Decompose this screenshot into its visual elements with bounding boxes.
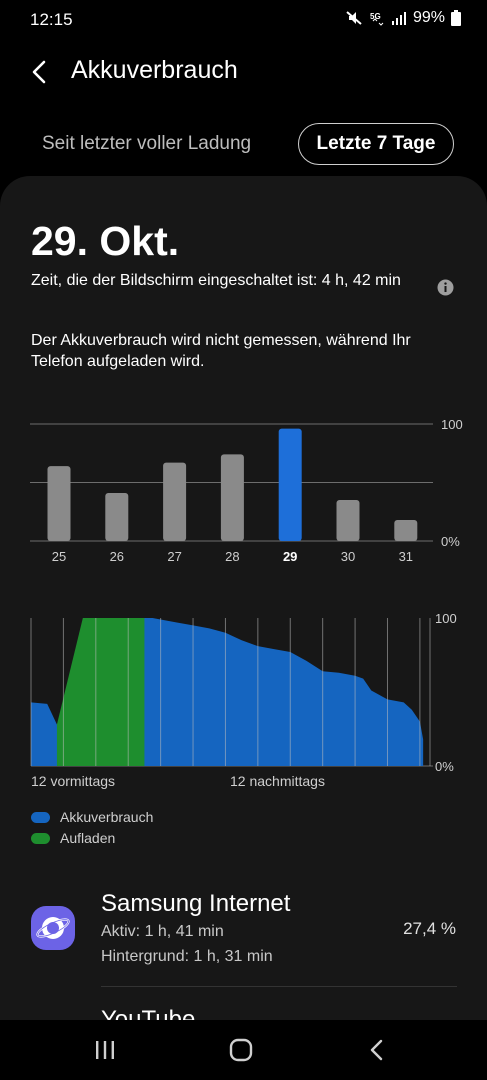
legend-usage: Akkuverbrauch <box>31 809 153 825</box>
back-arrow-icon <box>32 60 46 84</box>
back-icon <box>370 1039 383 1061</box>
tab-last-7-days[interactable]: Letzte 7 Tage <box>298 123 454 165</box>
bar-chart-y-tick-0: 0% <box>441 534 460 549</box>
signal-icon <box>391 11 407 25</box>
legend-charging: Aufladen <box>31 830 115 846</box>
recents-icon <box>96 1041 114 1059</box>
app-usage-percent: 27,4 % <box>403 919 456 938</box>
mute-icon <box>345 10 363 26</box>
back-nav-button[interactable] <box>366 1038 388 1067</box>
status-icons: 5G 99% <box>345 9 461 27</box>
bar-day-31 <box>394 519 418 541</box>
legend-usage-swatch <box>31 811 50 823</box>
divider <box>101 986 457 987</box>
bar-x-label-25: 25 <box>52 549 66 564</box>
network-label: 5G <box>370 12 381 21</box>
header: Akkuverbrauch <box>0 48 487 96</box>
x-label-morning: 12 vormittags <box>31 773 116 789</box>
back-button[interactable] <box>26 56 54 88</box>
app-active-time: Aktiv: 1 h, 41 min <box>101 923 224 940</box>
app-row-samsung-internet[interactable]: Samsung Internet Aktiv: 1 h, 41 min Hint… <box>0 876 487 986</box>
app-background-time: Hintergrund: 1 h, 31 min <box>101 948 273 965</box>
bar-day-29 <box>278 428 302 541</box>
bar-day-30 <box>336 500 360 541</box>
bar-day-28 <box>220 454 244 541</box>
home-button[interactable] <box>228 1038 254 1067</box>
bar-day-27 <box>163 462 187 541</box>
x-label-noon: 12 nachmittags <box>230 773 325 789</box>
screen-time-text: Zeit, die der Bildschirm eingeschaltet i… <box>31 272 401 289</box>
tab-since-last-charge[interactable]: Seit letzter voller Ladung <box>42 133 252 154</box>
info-icon[interactable] <box>437 279 454 301</box>
legend-charging-swatch <box>31 832 50 844</box>
battery-icon <box>451 10 461 26</box>
bar-day-26 <box>105 493 129 541</box>
bar-x-label-31: 31 <box>399 549 413 564</box>
area-chart-y-tick-100: 100 <box>435 612 457 626</box>
charging-notice: Der Akkuverbrauch wird nicht gemessen, w… <box>31 332 411 370</box>
bar-x-label-28: 28 <box>225 549 239 564</box>
page-title: Akkuverbrauch <box>71 56 238 84</box>
navigation-bar <box>0 1020 487 1080</box>
legend-charging-label: Aufladen <box>60 830 116 846</box>
bar-x-label-29: 29 <box>283 549 297 564</box>
app-name: Samsung Internet <box>101 890 291 917</box>
area-chart-y-tick-0: 0% <box>435 759 454 772</box>
selected-date: 29. Okt. <box>31 218 180 264</box>
battery-percent: 99% <box>412 9 445 26</box>
status-time: 12:15 <box>30 10 73 29</box>
home-icon <box>229 1038 253 1062</box>
bar-x-label-26: 26 <box>110 549 124 564</box>
daily-usage-bar-chart: 100 0% 25 26 27 28 29 30 31 <box>30 417 463 564</box>
samsung-internet-icon <box>31 906 75 950</box>
5g-icon: 5G <box>369 10 385 26</box>
bar-x-label-27: 27 <box>167 549 181 564</box>
bar-day-25 <box>47 466 71 541</box>
bar-x-label-30: 30 <box>341 549 355 564</box>
bar-chart-y-tick-100: 100 <box>441 417 463 432</box>
recents-button[interactable] <box>93 1038 117 1067</box>
usage-card: 29. Okt. Zeit, die der Bildschirm einges… <box>0 176 487 1036</box>
status-bar: 12:15 5G 99% <box>0 0 487 40</box>
area-charging <box>56 618 145 766</box>
legend-usage-label: Akkuverbrauch <box>60 809 154 825</box>
battery-level-area-chart: 100 0% <box>30 612 457 772</box>
